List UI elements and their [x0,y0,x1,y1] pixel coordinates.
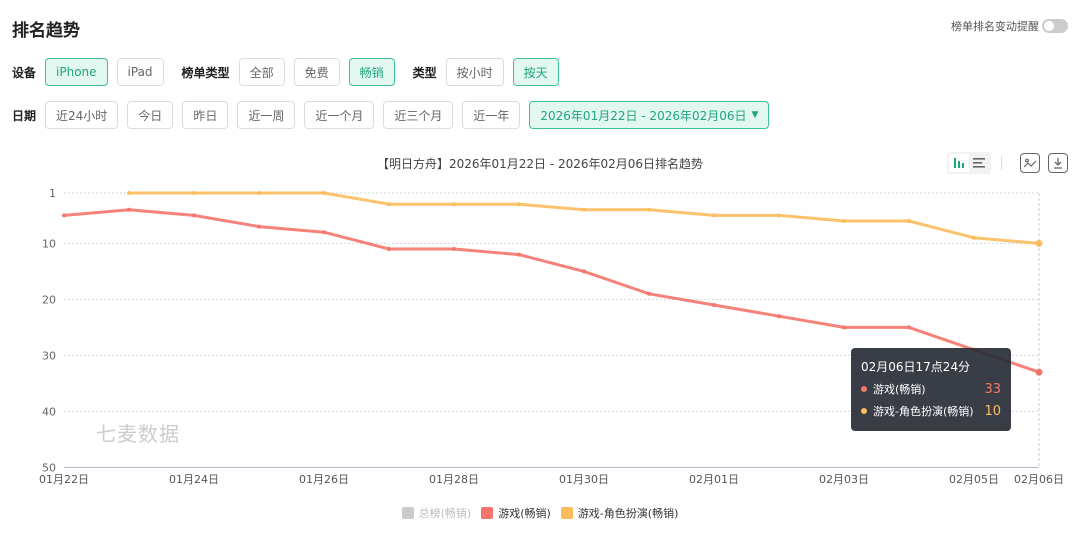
svg-text:40: 40 [42,405,56,418]
legend-swatch-icon [560,507,573,519]
svg-text:02月06日: 02月06日 [1014,473,1064,486]
view-toggle [947,152,991,174]
tooltip-row: 游戏-角色扮演(畅销) 10 [861,403,1001,419]
toolbar-divider [1001,156,1002,170]
date-yesterday-button[interactable]: 昨日 [182,101,229,129]
svg-text:30: 30 [42,349,56,362]
date-range-value: 2026年01月22日 - 2026年02月06日 [540,108,747,123]
type-hourly-button[interactable]: 按小时 [445,58,504,86]
date-month-button[interactable]: 近一个月 [304,101,375,129]
date-year-button[interactable]: 近一年 [462,101,521,129]
svg-text:10: 10 [42,237,56,250]
device-ipad-button[interactable]: iPad [116,58,164,86]
date-week-button[interactable]: 近一周 [237,101,296,129]
chart-toolbar [947,152,1068,174]
list-type-label: 榜单类型 [181,65,230,80]
date-24h-button[interactable]: 近24小时 [45,101,119,129]
caret-down-icon: ▼ [751,110,759,120]
type-daily-button[interactable]: 按天 [512,58,559,86]
chart-tooltip: 02月06日17点24分 游戏(畅销) 33 游戏-角色扮演(畅销) 10 [851,348,1011,431]
legend-label: 游戏(畅销) [498,507,551,520]
date-range-picker[interactable]: 2026年01月22日 - 2026年02月06日 ▼ [529,101,770,129]
image-icon[interactable] [1020,153,1040,173]
date-today-button[interactable]: 今日 [127,101,174,129]
legend-label: 总榜(畅销) [418,507,472,520]
list-icon[interactable] [969,154,989,172]
device-label: 设备 [12,65,37,80]
legend-item-overall[interactable]: 总榜(畅销) [401,505,472,521]
rank-alert: 榜单排名变动提醒 [951,18,1068,34]
chart-title: 【明日方舟】2026年01月22日 - 2026年02月06日排名趋势 [376,157,704,171]
tooltip-row-label: 游戏-角色扮演(畅销) [873,405,974,418]
svg-text:01月28日: 01月28日 [429,473,479,486]
svg-text:01月22日: 01月22日 [39,473,89,486]
tooltip-row-label: 游戏(畅销) [873,383,926,396]
tooltip-title: 02月06日17点24分 [861,360,971,374]
svg-text:01月26日: 01月26日 [299,473,349,486]
legend-item-games[interactable]: 游戏(畅销) [481,505,551,521]
series-dot-icon [861,408,867,414]
tooltip-row: 游戏(畅销) 33 [861,381,1001,397]
filter-row-1: 设备 iPhone iPad 榜单类型 全部 免费 畅销 类型 按小时 按天 [12,58,568,86]
page-title: 排名趋势 [12,21,80,41]
list-type-grossing-button[interactable]: 畅销 [348,58,395,86]
chart-legend: 总榜(畅销) 游戏(畅销) 游戏-角色扮演(畅销) [0,505,1080,521]
type-label: 类型 [412,65,437,80]
svg-text:20: 20 [42,293,56,306]
tooltip-row-value: 33 [984,381,1001,397]
download-icon[interactable] [1048,153,1068,173]
watermark: 七麦数据 [96,422,180,446]
date-label: 日期 [12,108,37,123]
series-dot-icon [861,386,867,392]
svg-text:1: 1 [49,187,56,200]
rank-alert-toggle[interactable] [1042,19,1068,33]
svg-text:02月03日: 02月03日 [819,473,869,486]
legend-item-rpg[interactable]: 游戏-角色扮演(畅销) [560,505,679,521]
filter-row-2: 日期 近24小时 今日 昨日 近一周 近一个月 近三个月 近一年 2026年01… [12,101,778,129]
legend-label: 游戏-角色扮演(畅销) [577,507,679,520]
list-type-all-button[interactable]: 全部 [238,58,285,86]
svg-text:50: 50 [42,461,56,474]
date-3months-button[interactable]: 近三个月 [383,101,454,129]
legend-swatch-icon [481,507,494,519]
svg-text:01月24日: 01月24日 [169,473,219,486]
svg-text:02月01日: 02月01日 [689,473,739,486]
list-type-free-button[interactable]: 免费 [293,58,340,86]
bar-chart-icon[interactable] [949,154,969,172]
device-iphone-button[interactable]: iPhone [45,58,108,86]
rank-alert-label: 榜单排名变动提醒 [951,20,1039,33]
svg-text:01月30日: 01月30日 [559,473,609,486]
legend-swatch-icon [401,507,414,519]
tooltip-row-value: 10 [984,403,1001,419]
svg-text:02月05日: 02月05日 [949,473,999,486]
